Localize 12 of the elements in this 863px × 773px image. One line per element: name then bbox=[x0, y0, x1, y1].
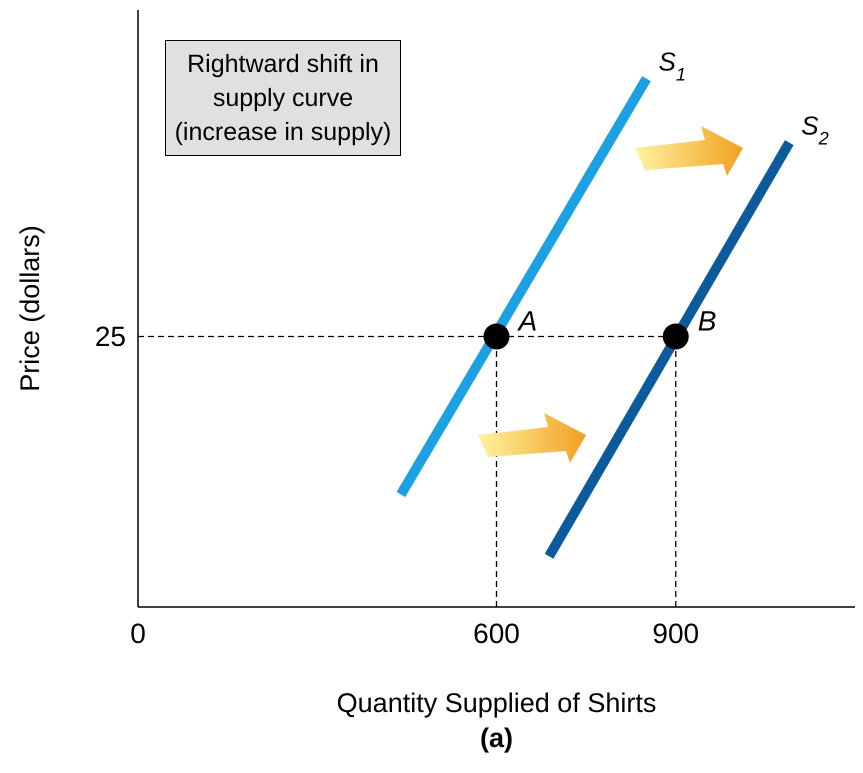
series-label: S$_{2}$ bbox=[801, 110, 829, 149]
x-tick-label: 900 bbox=[652, 618, 700, 649]
annotation: A bbox=[516, 306, 538, 336]
x-tick-label: 0 bbox=[130, 618, 146, 649]
series-label: S$_{1}$ bbox=[658, 46, 686, 85]
y-axis-title: Price (dollars) bbox=[15, 225, 45, 392]
text: 25 bbox=[94, 321, 126, 352]
annotation: Rightward shift in supply curve (increase in supply) bbox=[165, 40, 401, 156]
x-tick-label: 600 bbox=[473, 618, 520, 649]
text: (a) bbox=[479, 723, 514, 754]
annotation: B bbox=[698, 306, 716, 336]
x-axis-title: Quantity Supplied of Shirts bbox=[336, 688, 658, 719]
